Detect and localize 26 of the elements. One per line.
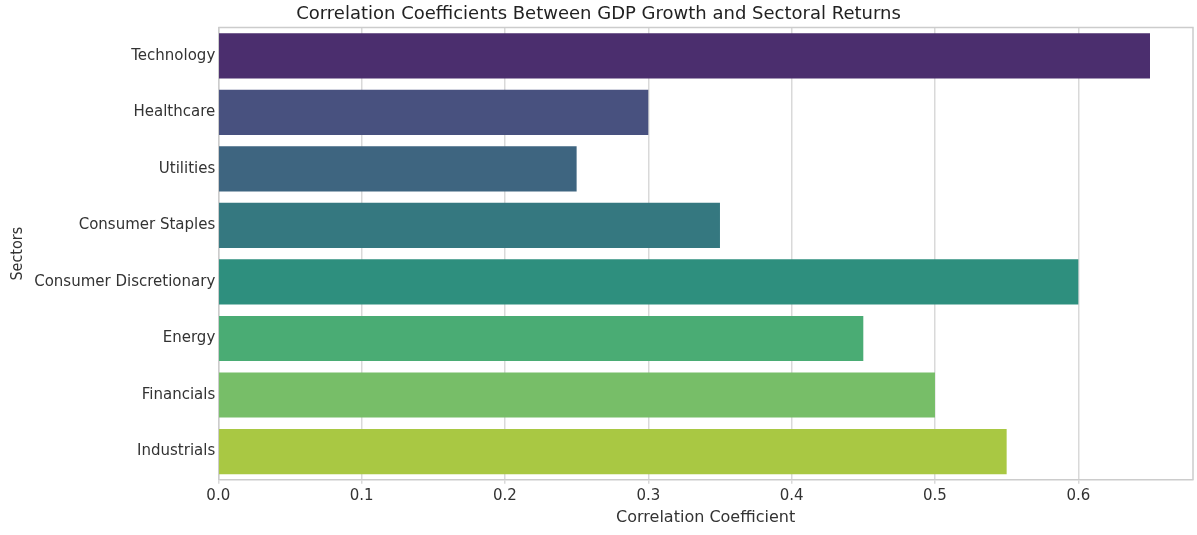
bar	[219, 428, 1007, 475]
x-axis-title: Correlation Coefficient	[616, 506, 796, 526]
bar	[219, 89, 649, 135]
x-tick-label: 0.6	[1066, 485, 1091, 504]
y-tick-label: Financials	[141, 384, 216, 403]
y-tick-label: Energy	[162, 328, 216, 347]
bar	[219, 202, 720, 249]
bar	[219, 146, 577, 192]
y-tick-label: Consumer Staples	[78, 215, 216, 234]
y-tick-label: Utilities	[158, 158, 216, 177]
bar	[219, 315, 864, 362]
y-axis-title: Sectors	[6, 226, 26, 281]
bar	[219, 259, 1079, 305]
y-tick-label: Consumer Discretionary	[34, 271, 216, 290]
x-tick-label: 0.4	[779, 485, 804, 504]
chart-title: Correlation Coefficients Between GDP Growth and Sectoral Returns	[296, 2, 901, 24]
y-tick-label: Healthcare	[133, 102, 216, 121]
bar	[219, 372, 935, 418]
x-tick-label: 0.3	[636, 485, 661, 504]
x-tick-label: 0.0	[206, 485, 231, 504]
x-tick-label: 0.1	[349, 485, 374, 504]
y-tick-label: Technology	[130, 45, 216, 64]
x-tick-label: 0.2	[493, 485, 517, 504]
bar	[219, 33, 1150, 79]
y-tick-label: Industrials	[137, 441, 216, 460]
x-tick-label: 0.5	[923, 485, 947, 504]
